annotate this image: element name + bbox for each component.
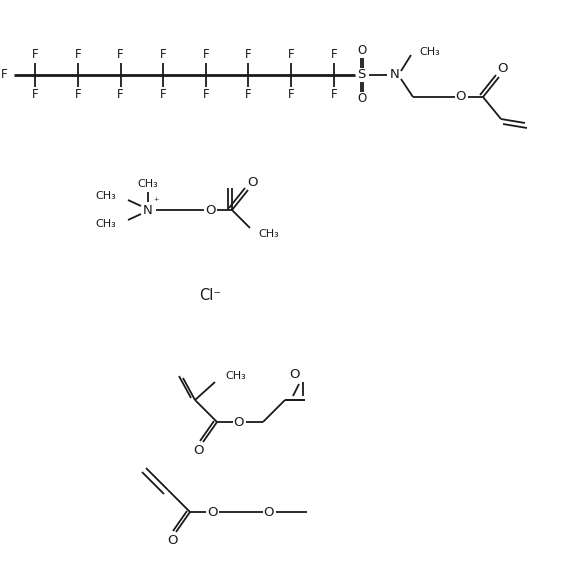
Text: F: F bbox=[117, 88, 124, 101]
Text: CH₃: CH₃ bbox=[225, 371, 246, 381]
Text: F: F bbox=[32, 48, 39, 62]
Text: F: F bbox=[330, 48, 337, 62]
Text: F: F bbox=[202, 48, 209, 62]
Text: O: O bbox=[205, 204, 215, 217]
Text: F: F bbox=[32, 88, 39, 101]
Text: ⁺: ⁺ bbox=[153, 197, 159, 207]
Text: F: F bbox=[245, 48, 252, 62]
Text: CH₃: CH₃ bbox=[95, 219, 116, 229]
Text: O: O bbox=[207, 506, 217, 519]
Text: CH₃: CH₃ bbox=[258, 229, 279, 239]
Text: F: F bbox=[288, 88, 295, 101]
Text: O: O bbox=[456, 90, 466, 104]
Text: F: F bbox=[330, 88, 337, 101]
Text: F: F bbox=[75, 48, 81, 62]
Text: F: F bbox=[160, 88, 166, 101]
Text: Cl⁻: Cl⁻ bbox=[199, 288, 221, 303]
Text: N: N bbox=[143, 204, 153, 217]
Text: CH₃: CH₃ bbox=[95, 191, 116, 201]
Text: CH₃: CH₃ bbox=[138, 179, 158, 189]
Text: CH₃: CH₃ bbox=[419, 47, 440, 57]
Text: O: O bbox=[264, 506, 274, 519]
Text: F: F bbox=[75, 88, 81, 101]
Text: F: F bbox=[245, 88, 252, 101]
Text: F: F bbox=[160, 48, 166, 62]
Text: F: F bbox=[288, 48, 295, 62]
Text: O: O bbox=[358, 93, 367, 105]
Text: O: O bbox=[358, 44, 367, 58]
Text: F: F bbox=[117, 48, 124, 62]
Text: O: O bbox=[194, 443, 204, 456]
Text: O: O bbox=[234, 416, 244, 428]
Text: F: F bbox=[1, 69, 8, 81]
Text: O: O bbox=[247, 176, 258, 189]
Text: O: O bbox=[497, 62, 507, 74]
Text: O: O bbox=[167, 534, 177, 546]
Text: O: O bbox=[290, 367, 300, 381]
Text: S: S bbox=[357, 69, 365, 81]
Text: N: N bbox=[390, 69, 400, 81]
Text: F: F bbox=[202, 88, 209, 101]
